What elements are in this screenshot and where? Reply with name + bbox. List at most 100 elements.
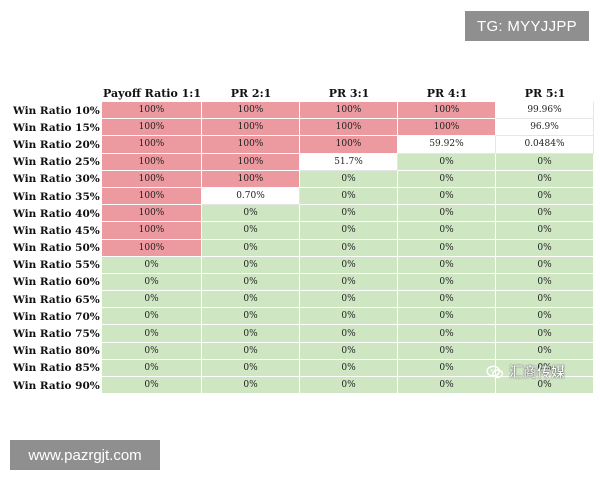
table-cell: 0% <box>202 273 300 292</box>
table-cell: 0% <box>300 377 398 395</box>
watermark-text: 汇商传媒 <box>509 365 565 381</box>
tg-label-text: TG: MYYJJPP <box>477 17 577 35</box>
table-row: Win Ratio 75% 0% 0% 0% 0% 0% <box>10 325 594 343</box>
table-cell: 0% <box>398 239 496 257</box>
row-label: Win Ratio 85% <box>13 362 100 375</box>
table-cell: 100% <box>398 102 496 120</box>
table-cell: 100% <box>102 153 202 171</box>
table-cell: 0% <box>202 239 300 257</box>
table-cell: 0% <box>202 222 300 240</box>
table-row: Win Ratio 35% 100% 0.70% 0% 0% 0% <box>10 187 594 206</box>
ruin-probability-table-container: Payoff Ratio 1:1 PR 2:1 PR 3:1 PR 4:1 PR… <box>10 85 594 395</box>
row-label: Win Ratio 90% <box>13 379 100 392</box>
column-header: PR 4:1 <box>426 87 468 100</box>
table-cell: 100% <box>202 153 300 171</box>
table-cell: 0% <box>496 291 594 309</box>
row-label: Win Ratio 70% <box>13 310 100 323</box>
column-header: PR 2:1 <box>230 87 272 100</box>
table-cell: 0% <box>102 342 202 360</box>
table-cell: 96.9% <box>496 119 594 137</box>
table-cell: 0% <box>398 170 496 188</box>
table-row: Win Ratio 45% 100% 0% 0% 0% 0% <box>10 222 594 240</box>
row-label: Win Ratio 10% <box>13 104 100 117</box>
row-label: Win Ratio 35% <box>13 190 100 203</box>
table-cell: 100% <box>102 187 202 206</box>
column-header: PR 3:1 <box>328 87 370 100</box>
table-cell: 100% <box>102 119 202 137</box>
table-cell: 0% <box>102 308 202 326</box>
table-cell: 0% <box>398 325 496 343</box>
table-cell: 0% <box>496 359 594 377</box>
table-cell: 0% <box>496 222 594 240</box>
table-cell: 100% <box>398 119 496 137</box>
wechat-watermark: 汇商传媒 <box>486 362 565 382</box>
table-row: Win Ratio 40% 100% 0% 0% 0% 0% <box>10 205 594 223</box>
table-cell: 100% <box>202 136 300 154</box>
table-cell: 0.0484% <box>496 136 594 154</box>
table-cell: 0% <box>300 256 398 274</box>
table-row: Win Ratio 85% 0% 0% 0% 0% 0% <box>10 359 594 377</box>
table-cell: 0% <box>398 291 496 309</box>
table-cell: 100% <box>300 119 398 137</box>
table-cell: 100% <box>102 170 202 188</box>
table-cell: 0% <box>496 342 594 360</box>
row-label: Win Ratio 65% <box>13 293 100 306</box>
table-cell: 0% <box>102 291 202 309</box>
row-label: Win Ratio 15% <box>13 121 100 134</box>
row-label: Win Ratio 55% <box>13 259 100 272</box>
table-cell: 0% <box>300 187 398 206</box>
url-label-badge: www.pazrgjt.com <box>10 440 160 470</box>
table-cell: 59.92% <box>398 136 496 154</box>
table-cell: 100% <box>102 205 202 223</box>
table-cell: 0% <box>496 273 594 292</box>
table-cell: 0% <box>398 187 496 206</box>
table-row: Win Ratio 50% 100% 0% 0% 0% 0% <box>10 239 594 257</box>
table-row: Win Ratio 65% 0% 0% 0% 0% 0% <box>10 291 594 309</box>
column-header: PR 5:1 <box>524 87 566 100</box>
table-cell: 0% <box>398 205 496 223</box>
row-label: Win Ratio 40% <box>13 207 100 220</box>
table-cell: 0.70% <box>202 187 300 206</box>
table-cell: 0% <box>496 308 594 326</box>
table-cell: 100% <box>102 136 202 154</box>
table-cell: 0% <box>496 170 594 188</box>
table-cell: 0% <box>496 153 594 171</box>
table-cell: 100% <box>300 136 398 154</box>
row-label: Win Ratio 25% <box>13 156 100 169</box>
table-cell: 0% <box>398 273 496 292</box>
row-label: Win Ratio 50% <box>13 242 100 255</box>
table-cell: 100% <box>102 222 202 240</box>
table-cell: 0% <box>300 359 398 377</box>
table-cell: 0% <box>300 222 398 240</box>
table-row: Win Ratio 15% 100% 100% 100% 100% 96.9% <box>10 119 594 137</box>
table-cell: 0% <box>102 256 202 274</box>
column-header: Payoff Ratio 1:1 <box>102 87 201 100</box>
table-cell: 0% <box>398 359 496 377</box>
table-cell: 0% <box>398 342 496 360</box>
table-row: Win Ratio 20% 100% 100% 100% 59.92% 0.0484% <box>10 136 594 154</box>
table-cell: 0% <box>202 291 300 309</box>
table-cell: 0% <box>102 273 202 292</box>
table-row: Win Ratio 60% 0% 0% 0% 0% 0% <box>10 273 594 292</box>
table-cell: 0% <box>102 325 202 343</box>
tg-label-badge: TG: MYYJJPP <box>465 11 589 41</box>
row-label: Win Ratio 20% <box>13 138 100 151</box>
table-row: Win Ratio 90% 0% 0% 0% 0% 0% <box>10 377 594 395</box>
table-cell: 0% <box>300 291 398 309</box>
table-cell: 0% <box>300 325 398 343</box>
table-cell: 0% <box>300 308 398 326</box>
table-cell: 0% <box>300 170 398 188</box>
table-cell: 0% <box>102 377 202 395</box>
table-cell: 0% <box>398 308 496 326</box>
table-cell: 0% <box>496 239 594 257</box>
table-cell: 0% <box>202 256 300 274</box>
table-cell: 0% <box>202 308 300 326</box>
table-cell: 0% <box>496 187 594 206</box>
table-row: Win Ratio 25% 100% 100% 51.7% 0% 0% <box>10 153 594 171</box>
table-cell: 0% <box>300 205 398 223</box>
table-cell: 0% <box>202 359 300 377</box>
table-row: Win Ratio 80% 0% 0% 0% 0% 0% <box>10 342 594 360</box>
table-cell: 0% <box>496 205 594 223</box>
table-header-row: Payoff Ratio 1:1 PR 2:1 PR 3:1 PR 4:1 PR… <box>10 85 594 102</box>
table-cell: 51.7% <box>300 153 398 171</box>
